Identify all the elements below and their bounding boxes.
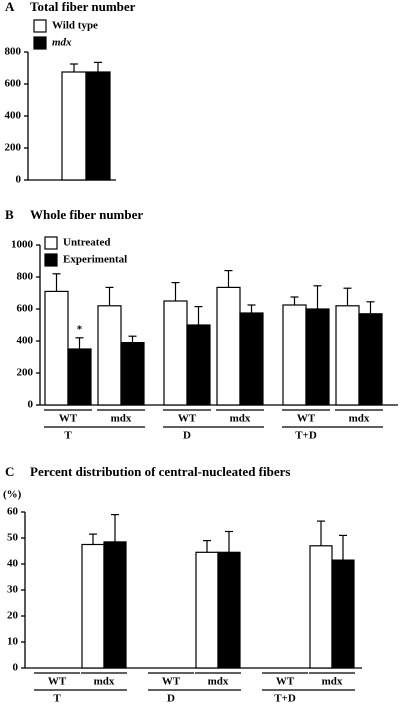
legend-swatch (44, 236, 58, 250)
bar (216, 286, 241, 406)
error-bar (194, 306, 203, 325)
x-tick-label: WT (297, 413, 316, 425)
bar (335, 305, 360, 406)
panel-label: C (5, 464, 14, 479)
bar (305, 308, 330, 406)
error-bar (111, 513, 119, 542)
bar (103, 541, 127, 669)
bar (282, 304, 307, 406)
error-bar (70, 63, 78, 72)
bar (61, 71, 87, 181)
y-tick-label: 30 (7, 584, 19, 596)
y-tick-label: 0 (13, 662, 19, 674)
y-tick-label: 20 (7, 610, 19, 622)
y-tick-label: 200 (5, 142, 22, 154)
y-tick-label: 10 (7, 636, 19, 648)
y-tick-label: 600 (17, 303, 34, 315)
bar (163, 300, 188, 406)
y-tick-label: 0 (28, 399, 34, 411)
legend-swatch (33, 19, 47, 33)
y-tick-label: 400 (17, 335, 34, 347)
error-bar (317, 520, 325, 546)
error-bar (94, 61, 102, 72)
error-bar (171, 282, 180, 301)
group-label: T (64, 430, 72, 442)
legend-label: Untreated (63, 237, 110, 249)
bar (217, 551, 241, 669)
x-tick-label: mdx (94, 676, 115, 688)
group-label: D (183, 430, 191, 442)
error-bar (52, 273, 61, 292)
y-tick-label: 400 (5, 110, 22, 122)
group-label: T+D (274, 693, 296, 704)
group-label: T+D (295, 430, 317, 442)
bar (97, 305, 122, 406)
y-tick-label: 600 (5, 78, 22, 90)
bar (67, 348, 92, 406)
y-tick-label: 200 (17, 367, 34, 379)
error-bar (128, 335, 137, 343)
y-tick-label: 800 (17, 271, 34, 283)
error-bar (290, 296, 299, 305)
error-bar (224, 270, 233, 288)
x-tick-label: WT (178, 413, 197, 425)
legend-swatch (33, 36, 47, 50)
chart-title: Total fiber number (30, 0, 136, 14)
error-bar (247, 304, 256, 313)
x-tick-label: mdx (208, 676, 229, 688)
bar (195, 551, 219, 669)
legend-label: Experimental (63, 254, 127, 266)
x-tick-label: mdx (349, 413, 370, 425)
x-tick-label: mdx (230, 413, 251, 425)
error-bar (225, 530, 233, 553)
error-bar (89, 533, 97, 545)
x-tick-label: WT (59, 413, 78, 425)
chart-title: Whole fiber number (30, 207, 143, 222)
panel-label: A (5, 0, 15, 14)
error-bar (366, 301, 375, 314)
group-label: D (167, 693, 175, 704)
chart-title: Percent distribution of central-nucleate… (30, 464, 290, 479)
y-tick-label: 1000 (11, 239, 34, 251)
bar (81, 543, 105, 669)
x-tick-label: mdx (322, 676, 343, 688)
panel-label: B (5, 207, 14, 222)
significance-mark: * (77, 323, 83, 335)
bar (239, 312, 264, 406)
y-tick-label: 50 (7, 532, 19, 544)
legend-label: Wild type (52, 20, 98, 32)
error-bar (339, 534, 347, 561)
bar (120, 342, 145, 406)
bar (44, 290, 69, 406)
legend-swatch (44, 253, 58, 267)
error-bar (203, 539, 211, 553)
x-tick-label: mdx (111, 413, 132, 425)
bar (358, 313, 383, 406)
y-tick-label: 40 (7, 558, 19, 570)
bar (309, 545, 333, 669)
error-bar (105, 286, 114, 306)
bar (85, 71, 111, 181)
x-tick-label: WT (48, 676, 67, 688)
y-tick-label: 800 (5, 46, 22, 58)
error-bar (343, 287, 352, 306)
error-bar (313, 285, 322, 309)
group-label: T (53, 693, 61, 704)
x-tick-label: WT (162, 676, 181, 688)
y-axis-label: (%) (3, 489, 22, 501)
y-tick-label: 60 (7, 506, 19, 518)
x-tick-label: WT (276, 676, 295, 688)
legend-label: mdx (52, 37, 72, 49)
bar (186, 324, 211, 406)
y-tick-label: 0 (16, 174, 22, 186)
bar (331, 559, 355, 669)
error-bar (75, 337, 84, 349)
